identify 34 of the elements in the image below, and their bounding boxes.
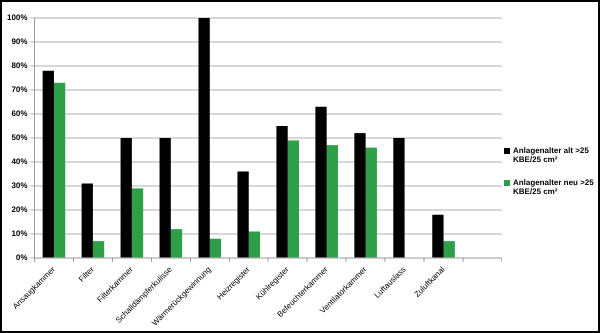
bar [276, 126, 288, 258]
bar [160, 138, 171, 258]
bar [120, 138, 132, 258]
bar [444, 241, 455, 258]
y-tick-label: 0% [16, 253, 28, 262]
y-tick-label: 10% [11, 229, 28, 238]
bar [82, 184, 93, 258]
y-tick-label: 60% [11, 109, 28, 118]
y-tick-label: 20% [11, 205, 28, 214]
y-tick-label: 90% [11, 37, 28, 46]
bar [288, 140, 300, 258]
bar [237, 172, 249, 258]
bar [42, 70, 54, 258]
bar [326, 145, 338, 258]
bar [132, 188, 144, 258]
bar [198, 18, 210, 258]
bar [54, 82, 66, 258]
y-tick-label: 70% [11, 85, 28, 94]
bar [210, 238, 222, 258]
y-tick-label: 80% [11, 61, 28, 70]
legend-label: Anlagenalter neu >25 KBE/25 cm² [513, 178, 595, 196]
y-tick-label: 100% [6, 13, 28, 22]
bar [248, 232, 260, 258]
bar [315, 106, 327, 258]
y-tick-label: 40% [11, 157, 28, 166]
bar [432, 214, 444, 258]
bar [170, 229, 182, 258]
bar [393, 138, 405, 258]
bar [354, 133, 366, 258]
y-tick-label: 50% [11, 133, 28, 142]
bar [366, 148, 377, 258]
bar [92, 241, 104, 258]
y-tick-label: 30% [11, 181, 28, 190]
legend-label: Anlagenalter alt >25 KBE/25 cm² [513, 146, 590, 164]
